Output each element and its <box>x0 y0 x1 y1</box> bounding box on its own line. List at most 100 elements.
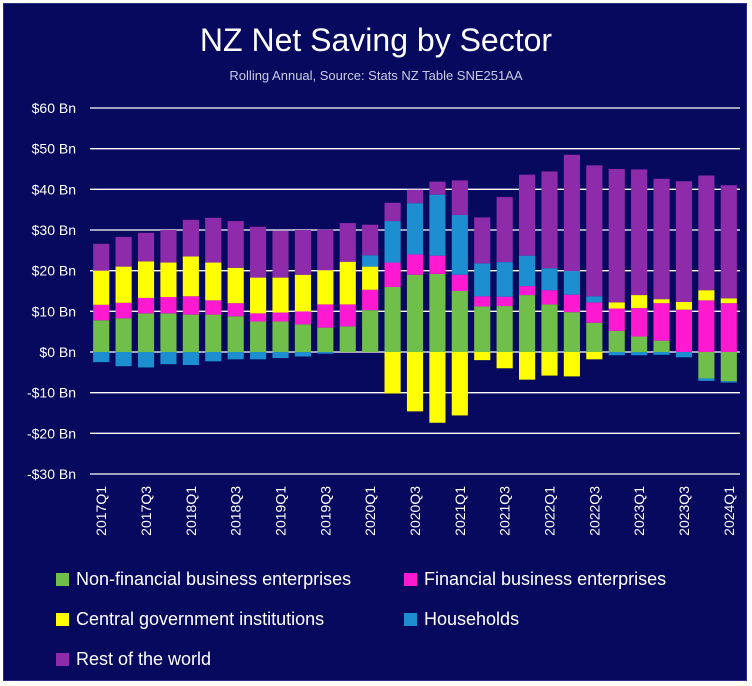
bar-segment <box>698 300 715 352</box>
bar-segment <box>250 313 267 322</box>
bar-segment <box>182 314 199 352</box>
bar-segment <box>429 255 446 274</box>
y-tick-label: -$30 Bn <box>27 466 76 482</box>
bar-segment <box>182 296 199 315</box>
legend-swatch <box>404 613 417 626</box>
bar-segment <box>160 262 177 298</box>
bar-segment <box>698 175 715 291</box>
bar-segment <box>698 290 715 301</box>
chart-subtitle: Rolling Annual, Source: Stats NZ Table S… <box>229 68 523 83</box>
legend-label: Non-financial business enterprises <box>76 569 352 589</box>
bar-segment <box>675 301 693 310</box>
bar-segment <box>227 221 244 268</box>
bar-segment <box>160 313 177 352</box>
x-tick-label: 2019Q3 <box>317 486 333 536</box>
bar-segment <box>227 303 244 317</box>
bar-segment <box>675 309 693 352</box>
x-tick-label: 2022Q1 <box>541 486 557 536</box>
y-tick-label: $30 Bn <box>32 222 76 238</box>
bar-segment <box>272 352 289 359</box>
bar-segment <box>362 255 379 267</box>
bar-segment <box>451 352 468 416</box>
legend-item: Central government institutions <box>56 609 324 630</box>
bar-segment <box>631 295 648 309</box>
bar-segment <box>519 352 536 380</box>
legend-item: Financial business enterprises <box>404 569 666 590</box>
x-tick-label: 2020Q3 <box>407 486 423 536</box>
x-tick-label: 2021Q1 <box>452 486 468 536</box>
bar-segment <box>541 290 558 305</box>
bar-segment <box>250 352 267 360</box>
bar-segment <box>631 352 648 356</box>
chart-title: NZ Net Saving by Sector <box>199 22 553 58</box>
bar-segment <box>653 178 670 300</box>
bar-segment <box>519 255 536 287</box>
bar-segment <box>137 297 155 314</box>
bar-segment <box>631 336 648 352</box>
legend-label: Central government institutions <box>76 609 325 629</box>
bar-segment <box>115 236 132 267</box>
bar-segment <box>317 327 334 352</box>
bar-segment <box>339 304 356 327</box>
bar-segment <box>137 261 155 298</box>
bar-segment <box>474 296 491 307</box>
bar-segment <box>182 219 199 257</box>
bar-segment <box>294 311 311 325</box>
bar-segment <box>362 310 379 352</box>
chart-plot: -$30 Bn -$20 Bn -$10 Bn $0 Bn $10 Bn $20 Bn $3… <box>27 100 740 536</box>
bar-segment <box>541 171 558 269</box>
bar-segment <box>586 296 603 303</box>
y-tick-label: $20 Bn <box>32 263 76 279</box>
bar-segment <box>406 203 424 255</box>
legend-swatch <box>56 573 69 586</box>
bar-segment <box>205 217 222 263</box>
bar-segment <box>339 326 356 352</box>
legend-swatch <box>404 573 417 586</box>
y-tick-label: $50 Bn <box>32 141 76 157</box>
bar-segment <box>586 165 603 297</box>
bar-segment <box>250 277 267 314</box>
bar-segment <box>317 270 334 305</box>
bar-segment <box>608 169 625 303</box>
y-tick-label: $10 Bn <box>32 303 76 319</box>
bar-segment <box>384 262 401 287</box>
bar-segment <box>474 263 491 297</box>
x-tick-label: 2017Q3 <box>138 486 154 536</box>
bar-segment <box>115 302 132 319</box>
bar-segment <box>115 352 132 367</box>
bar-segment <box>451 180 468 215</box>
bar-segment <box>563 312 580 352</box>
bar-segment <box>294 324 311 352</box>
bar-segment <box>227 352 244 360</box>
y-tick-label: -$20 Bn <box>27 425 76 441</box>
bar-segment <box>563 271 580 295</box>
x-tick-label: 2018Q1 <box>183 486 199 536</box>
bar-segment <box>675 181 693 302</box>
bar-segment <box>474 352 491 361</box>
bar-segment <box>272 312 289 322</box>
bar-segment <box>541 352 558 376</box>
x-tick-label: 2018Q3 <box>228 486 244 536</box>
bar-segment <box>205 314 222 352</box>
bar-segment <box>339 261 356 305</box>
bar-segment <box>93 304 110 321</box>
bar-segment <box>137 232 155 262</box>
bar-segment <box>272 230 289 278</box>
legend-item: Non-financial business enterprises <box>56 569 351 590</box>
bar-segment <box>93 270 110 305</box>
bar-segment <box>608 302 625 309</box>
bar-segment <box>631 169 648 296</box>
bar-segment <box>384 352 401 394</box>
bar-segment <box>205 262 222 301</box>
bar-segment <box>160 230 177 263</box>
bar-segment <box>720 185 737 299</box>
bar-segment <box>608 308 625 331</box>
bar-segment <box>406 189 424 204</box>
legend-swatch <box>56 613 69 626</box>
bar-segment <box>384 221 401 263</box>
bar-segment <box>384 286 401 352</box>
bar-segment <box>250 226 267 278</box>
bar-segment <box>93 243 110 271</box>
bar-segment <box>429 194 446 256</box>
bar-segment <box>519 295 536 352</box>
